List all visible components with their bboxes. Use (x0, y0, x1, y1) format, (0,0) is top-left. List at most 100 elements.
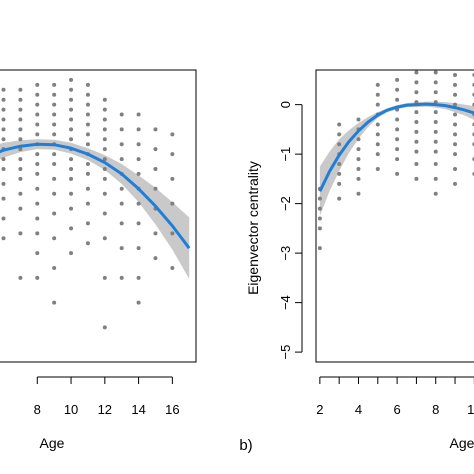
panel-a-data-point (102, 166, 107, 171)
panel-b-data-point (453, 82, 458, 87)
panel-a-data-point (85, 241, 90, 246)
panel-a-data-point (52, 122, 57, 127)
panel-a-data-point (85, 186, 90, 191)
panel-a-data-point (102, 137, 107, 142)
panel-a-data-point (136, 171, 141, 176)
panel-b-y-tick-label: 0 (278, 101, 293, 108)
panel-a-data-point (85, 221, 90, 226)
panel-a-data-point (153, 147, 158, 152)
panel-a-data-point (35, 82, 40, 87)
panel-a-data-point (85, 82, 90, 87)
panel-b-data-point (414, 149, 419, 154)
panel-a-data-point (18, 117, 23, 122)
panel-b-data-point (395, 87, 400, 92)
panel-a-data-point (136, 112, 141, 117)
panel-b-data-point (453, 122, 458, 127)
panel-a-data-point (18, 97, 23, 102)
panel-b-data-point (395, 117, 400, 122)
panel-a-data-point (1, 196, 6, 201)
panel-a-data-point (102, 211, 107, 216)
panel-a-data-point (52, 132, 57, 137)
panel-b-data-point (453, 132, 458, 137)
panel-a-data-point (69, 97, 74, 102)
panel-a-data-point (85, 142, 90, 147)
panel-a-data-point (85, 112, 90, 117)
panel-a-data-point (1, 137, 6, 142)
panel-b-y-tick-label: −4 (278, 295, 293, 310)
panel-a-data-point (119, 246, 124, 251)
panel-b-y-tick-label: −5 (278, 345, 293, 360)
panel-a-data-point (119, 275, 124, 280)
panel-a-data-point (1, 166, 6, 171)
panel-b-data-point (414, 80, 419, 85)
panel-a-data-point (18, 231, 23, 236)
panel-b-data-point (395, 97, 400, 102)
panel-b-data-point (317, 216, 322, 221)
panel-a-x-tick-label: 10 (64, 402, 78, 417)
panel-a-data-point (170, 265, 175, 270)
panel-a-data-point (35, 102, 40, 107)
panel-b-data-point (414, 90, 419, 95)
panel-b-data-point (375, 92, 380, 97)
panel-b-plot: 2 4 6 8 10 0 −1 −2 −3 −4 −5 (278, 69, 474, 417)
panel-a-data-point (102, 325, 107, 330)
panel-b-data-point (317, 226, 322, 231)
panel-a-data-point (69, 251, 74, 256)
panel-a-data-point (1, 97, 6, 102)
panel-a-data-point (102, 236, 107, 241)
panel-a-data-point (69, 137, 74, 142)
panel-a-data-point (18, 147, 23, 152)
panel-a-data-point (52, 300, 57, 305)
panel-b-data-point (433, 139, 438, 144)
panel-a-data-point (136, 246, 141, 251)
panel-a-data-point (69, 117, 74, 122)
panel-a-data-point (153, 127, 158, 132)
panel-a-data-point (136, 127, 141, 132)
panel-a-data-point (1, 157, 6, 162)
panel-b-data-point (433, 191, 438, 196)
panel-b-data-point (375, 122, 380, 127)
panel-a-data-point (52, 191, 57, 196)
panel-b-data-point (433, 90, 438, 95)
panel-b-x-tick-label: 2 (316, 402, 323, 417)
panel-a-data-point (1, 107, 6, 112)
panel-a-data-point (69, 206, 74, 211)
panel-a-data-point (102, 191, 107, 196)
panel-a-x-tick-label: 12 (98, 402, 112, 417)
panel-a-data-point (85, 201, 90, 206)
panel-a-data-point (170, 132, 175, 137)
panel-a-data-point (52, 211, 57, 216)
panel-a-data-point (1, 127, 6, 132)
panel-b-x-tick-label: 10 (467, 402, 474, 417)
panel-a-data-point (102, 147, 107, 152)
panel-b-data-point (433, 176, 438, 181)
panel-a-data-point (69, 127, 74, 132)
panel-a-data-point (1, 236, 6, 241)
panel-b-data-point (375, 142, 380, 147)
panel-b-data-point (433, 149, 438, 154)
panel-b-data-point (337, 181, 342, 186)
panel-a-data-point (170, 152, 175, 157)
panel-a-data-point (85, 102, 90, 107)
panel-b-data-point (337, 171, 342, 176)
panel-a-data-point (35, 186, 40, 191)
panel-a-data-point (52, 82, 57, 87)
panel-a-data-point (18, 137, 23, 142)
panel-a-data-point (35, 275, 40, 280)
panel-a-data-point (102, 107, 107, 112)
panel-a-data-point (18, 87, 23, 92)
panel-a-data-point (35, 162, 40, 167)
panel-a-data-point (153, 166, 158, 171)
panel-b-y-tick-label: −1 (278, 147, 293, 162)
panel-b-data-point (453, 102, 458, 107)
panel-a-data-point (69, 191, 74, 196)
panel-a-data-point (1, 216, 6, 221)
panel-b-data-point (375, 82, 380, 87)
panel-a-data-point (18, 191, 23, 196)
panel-a-data-point (153, 186, 158, 191)
panel-b-data-point (433, 70, 438, 75)
panel-b-data-point (414, 129, 419, 134)
panel-a-plot: 8 10 12 14 16 (0, 69, 197, 417)
panel-a-data-point (102, 176, 107, 181)
